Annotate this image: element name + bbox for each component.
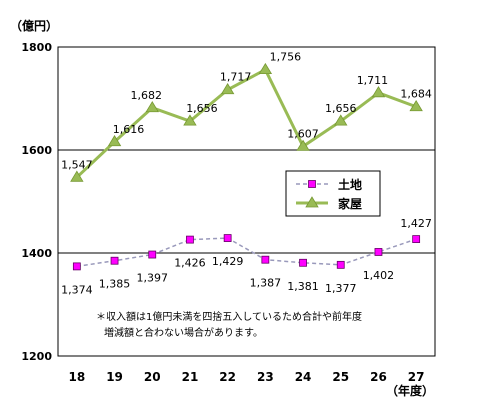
y-tick-label: 1200 [21, 350, 52, 363]
annotation-line-1: 増減額と合わない場合があります。 [104, 326, 263, 339]
x-tick-label: 21 [182, 370, 199, 384]
data-label: 1,616 [113, 123, 145, 136]
data-point [409, 99, 423, 112]
y-tick-label: 1800 [21, 41, 52, 54]
x-tick-label: 20 [144, 370, 161, 384]
plot-frame [57, 46, 436, 357]
annotation: ＊収入額は1億円未満を四捨五入しているため合計や前年度増減額と合わない場合があり… [96, 310, 362, 339]
data-label: 1,397 [137, 272, 169, 285]
data-label: 1,684 [400, 88, 432, 101]
data-label: 1,387 [250, 277, 282, 290]
data-label: 1,656 [325, 102, 357, 115]
data-label: 1,547 [61, 158, 93, 171]
x-tick-label: 23 [257, 370, 274, 384]
data-label: 1,377 [325, 282, 357, 295]
x-tick-label: 25 [332, 370, 349, 384]
legend-marker-1 [305, 196, 319, 208]
data-point [334, 114, 348, 126]
data-point [374, 248, 383, 256]
data-label: 1,607 [287, 127, 319, 140]
data-label: 1,711 [357, 74, 389, 87]
data-point [220, 82, 235, 95]
data-point [371, 86, 386, 98]
legend-box [285, 170, 381, 217]
x-tick-label: 27 [408, 370, 425, 384]
data-point [261, 255, 270, 264]
data-point [107, 134, 122, 147]
data-point [186, 235, 194, 244]
data-point [110, 256, 119, 265]
x-tick-label: 22 [219, 370, 236, 384]
x-unit-label: （年度） [386, 383, 434, 398]
legend-label-1: 家屋 [338, 196, 362, 211]
data-point [296, 139, 310, 151]
data-point [70, 170, 84, 182]
x-tick-label: 18 [68, 370, 85, 384]
data-point [336, 260, 345, 269]
y-unit-label: （億円） [10, 18, 58, 33]
data-point [183, 114, 197, 126]
data-point [72, 262, 81, 271]
data-label: 1,374 [61, 283, 93, 296]
data-point [258, 62, 273, 75]
data-point [299, 258, 307, 267]
y-tick-label: 1400 [21, 247, 52, 260]
y-tick-label: 1600 [21, 144, 52, 157]
data-label: 1,426 [174, 257, 206, 270]
plot-area: 1200 1400 1600 1800 18 19 20 21 22 23 24 25 26 27 1,37… [21, 41, 436, 384]
data-point [148, 250, 157, 259]
annotation-line-0: ＊収入額は1億円未満を四捨五入しているため合計や前年度 [96, 310, 362, 323]
legend-label-0: 土地 [338, 177, 362, 192]
data-label: 1,717 [220, 71, 252, 84]
series-line-1 [75, 67, 417, 179]
x-tick-label: 24 [295, 370, 312, 384]
data-label: 1,385 [99, 278, 131, 291]
series-line-0 [76, 237, 417, 268]
data-point [145, 100, 159, 113]
data-label: 1,756 [270, 51, 302, 64]
data-label: 1,682 [131, 89, 163, 102]
x-tick-label: 19 [106, 370, 123, 384]
data-label: 1,427 [400, 217, 432, 230]
data-label: 1,402 [363, 269, 395, 282]
data-label: 1,381 [287, 280, 319, 293]
data-point [223, 234, 232, 242]
x-tick-label: 26 [370, 370, 387, 384]
data-point [412, 235, 421, 243]
data-label: 1,429 [212, 255, 244, 268]
legend-marker-0 [308, 180, 316, 188]
data-label: 1,656 [186, 102, 218, 115]
